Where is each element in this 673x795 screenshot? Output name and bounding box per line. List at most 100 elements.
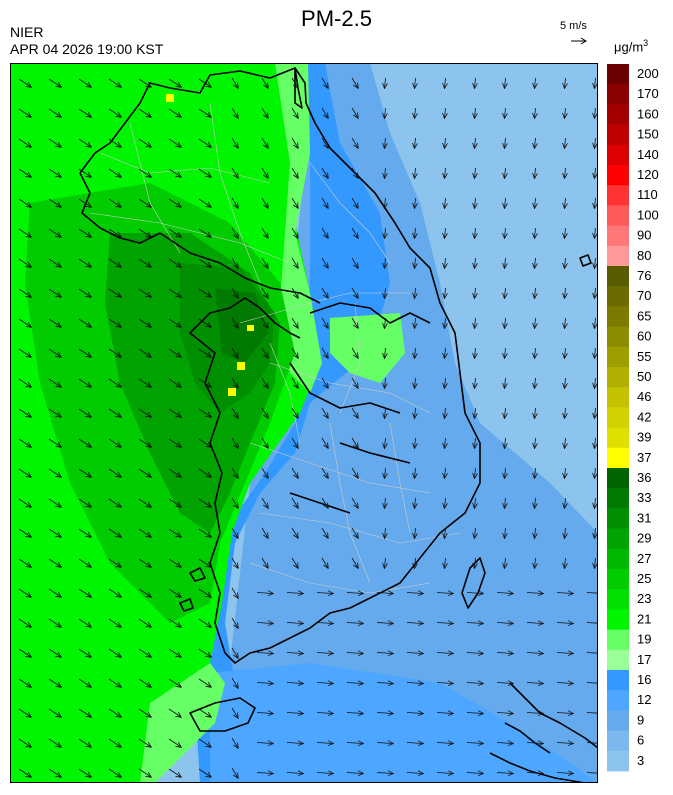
wind-arrow-icon	[108, 648, 121, 657]
wind-arrow-icon	[586, 653, 598, 654]
wind-arrow-icon	[168, 78, 181, 87]
wind-arrow-icon	[48, 288, 61, 297]
wind-arrow-icon	[231, 557, 238, 568]
wind-arrow-icon	[505, 317, 506, 328]
wind-arrow-icon	[261, 437, 268, 448]
wind-arrow-icon	[351, 437, 358, 448]
district-boundaries	[89, 102, 461, 594]
wind-arrow-icon	[18, 288, 31, 297]
legend-color-swatch	[607, 124, 629, 146]
wind-arrow-icon	[18, 438, 31, 447]
wind-arrow-icon	[385, 557, 386, 568]
wind-arrow-icon	[138, 78, 151, 87]
wind-arrow-icon	[321, 257, 328, 268]
wind-arrow-icon	[261, 167, 268, 178]
wind-arrow-icon	[231, 497, 238, 508]
legend-color-swatch	[607, 690, 629, 711]
wind-arrow-icon	[556, 713, 573, 714]
wind-arrow-icon	[466, 683, 483, 684]
wind-arrow-icon	[445, 287, 446, 298]
wind-arrow-icon	[565, 317, 566, 328]
wind-arrow-icon	[466, 593, 483, 594]
color-legend: 200 170 160 150 140 120 110 100 90 80 76 70 65 60 55 50…	[607, 64, 659, 772]
wind-arrow-icon	[565, 257, 566, 268]
wind-arrow-icon	[445, 137, 446, 148]
legend-tick-label: 150	[637, 127, 659, 142]
wind-arrow-icon	[138, 468, 151, 477]
wind-arrow-icon	[168, 528, 181, 537]
wind-arrow-icon	[595, 557, 596, 568]
wind-arrow-icon	[475, 287, 476, 298]
wind-arrow-icon	[78, 378, 91, 387]
wind-arrow-icon	[505, 497, 506, 508]
wind-arrow-icon	[535, 317, 536, 328]
wind-arrow-icon	[291, 287, 298, 298]
wind-arrow-icon	[168, 228, 181, 237]
wind-arrow-icon	[535, 527, 536, 538]
wind-arrow-icon	[351, 467, 358, 478]
legend-tick-label: 17	[637, 652, 651, 667]
legend-tick-label: 120	[637, 167, 659, 182]
wind-arrow-icon	[385, 107, 386, 118]
wind-arrow-icon	[18, 138, 31, 147]
wind-arrow-icon	[261, 467, 268, 478]
legend-color-swatch	[607, 589, 629, 610]
legend-color-swatch	[607, 387, 629, 408]
wind-arrow-icon	[445, 467, 446, 478]
wind-arrow-icon	[321, 197, 328, 208]
wind-arrow-icon	[108, 768, 121, 777]
wind-arrow-icon	[565, 107, 566, 118]
wind-arrow-icon	[78, 678, 91, 687]
wind-arrow-icon	[78, 348, 91, 357]
wind-arrow-icon	[351, 527, 358, 538]
wind-arrow-icon	[385, 287, 386, 298]
wind-arrow-icon	[346, 713, 363, 714]
wind-arrow-icon	[321, 227, 328, 238]
wind-arrow-icon	[78, 738, 91, 747]
legend-tick-label: 170	[637, 86, 659, 101]
wind-arrow-icon	[198, 408, 211, 417]
wind-arrow-icon	[231, 227, 238, 238]
wind-arrow-icon	[291, 107, 298, 118]
wind-arrow-icon	[198, 318, 211, 327]
wind-arrow-icon	[138, 348, 151, 357]
wind-arrow-icon	[595, 467, 596, 478]
wind-arrow-icon	[18, 348, 31, 357]
wind-arrow-icon	[78, 138, 91, 147]
wind-arrow-icon	[198, 618, 211, 627]
wind-arrow-icon	[78, 288, 91, 297]
wind-arrow-icon	[261, 77, 268, 88]
legend-tick-label: 50	[637, 369, 651, 384]
wind-arrow-icon	[138, 678, 151, 687]
wind-arrow-icon	[526, 773, 543, 774]
legend-tick-label: 70	[637, 288, 651, 303]
wind-arrow-icon	[18, 648, 31, 657]
wind-arrow-icon	[466, 743, 483, 744]
wind-arrow-icon	[48, 588, 61, 597]
legend-tick-label: 23	[637, 591, 651, 606]
wind-arrow-icon	[256, 623, 273, 624]
wind-arrow-icon	[168, 498, 181, 507]
wind-arrow-icon	[18, 768, 31, 777]
legend-tick-label: 90	[637, 228, 651, 243]
legend-color-swatch	[607, 670, 629, 691]
wind-arrow-icon	[48, 648, 61, 657]
wind-arrow-icon	[231, 347, 238, 358]
wind-arrow-icon	[18, 108, 31, 117]
wind-arrow-icon	[78, 648, 91, 657]
legend-color-swatch	[607, 710, 629, 731]
wind-arrow-icon	[415, 527, 416, 538]
legend-color-swatch	[607, 64, 629, 85]
jeju-island	[189, 697, 256, 732]
wind-arrow-icon	[108, 228, 121, 237]
legend-tick-label: 42	[637, 409, 651, 424]
wind-arrow-icon	[48, 138, 61, 147]
wind-arrow-icon	[535, 497, 536, 508]
wind-arrow-icon	[48, 408, 61, 417]
wind-arrow-icon	[48, 228, 61, 237]
wind-arrow-icon	[415, 437, 416, 448]
wind-arrow-icon	[261, 497, 268, 508]
wind-arrow-icon	[231, 257, 238, 268]
wind-arrow-icon	[231, 527, 238, 538]
wind-arrow-icon	[18, 228, 31, 237]
